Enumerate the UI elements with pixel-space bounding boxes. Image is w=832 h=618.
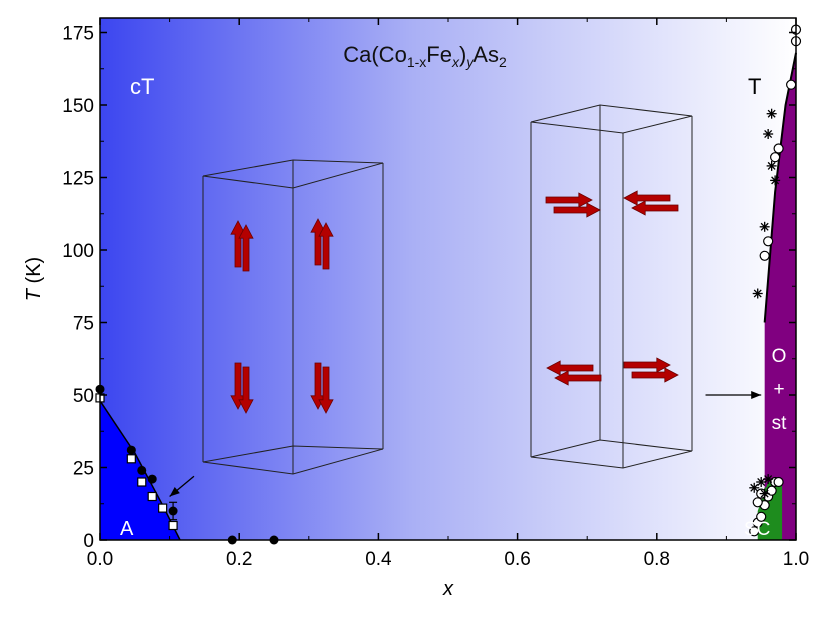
chart-title: Ca(Co1-xFex)yAs2 [343, 42, 507, 70]
x-tick-label: 0.4 [365, 549, 392, 570]
data-point-open-square [137, 477, 147, 487]
data-point-open-square [168, 520, 178, 531]
y-axis-label: T (K) [23, 257, 45, 301]
y-tick-label: 150 [62, 96, 94, 117]
data-point-asterisk [766, 160, 777, 171]
data-point-asterisk [759, 488, 770, 499]
data-point-open-circle [749, 526, 760, 537]
spin-arrow-down [310, 362, 334, 414]
data-point-asterisk [759, 221, 770, 232]
y-tick-label: 125 [62, 169, 94, 190]
annotation-arrows [169, 391, 762, 497]
axes: 0.0 0.2 0.4 0.6 0.8 1.0 0 25 50 75 100 125 150 175 [62, 18, 809, 570]
spin-arrow-left [546, 360, 602, 386]
x-axis-label: x [442, 578, 454, 600]
y-tick-label: 0 [83, 531, 94, 552]
spin-arrow-left [623, 190, 679, 216]
x-tick-label: 0.2 [226, 549, 252, 570]
data-point-asterisk [763, 129, 774, 139]
data-point-asterisk [749, 482, 760, 493]
data-point-asterisk [770, 175, 781, 186]
y-tick-label: 25 [73, 459, 94, 480]
unit-cell-left [202, 159, 384, 475]
data-point-open-square [147, 491, 157, 502]
unit-cells [202, 104, 693, 475]
data-point-open-circle [786, 79, 797, 90]
spin-arrow-right [623, 357, 679, 383]
data-point-open-circle [752, 497, 763, 508]
data-point-asterisk [763, 474, 774, 485]
data-point-asterisk [752, 288, 763, 299]
x-tick-label: 1.0 [783, 549, 809, 570]
region-label-ost-3: st [772, 413, 788, 434]
y-tick-label: 75 [73, 314, 94, 335]
spin-arrow-right [545, 192, 601, 218]
data-point-open-circle [773, 476, 784, 488]
data-point-filled-circle [147, 474, 157, 484]
region-label-t: T [748, 74, 761, 99]
region-o-st [764, 52, 796, 541]
region-label-a: A [120, 518, 134, 540]
x-tick-label: 0.8 [644, 549, 670, 570]
data-point-open-circle [759, 250, 770, 261]
region-label-sc: SC [744, 519, 770, 540]
data-point-open-circle [770, 152, 781, 163]
region-label-ost-2: + [773, 379, 784, 400]
data-point-asterisk [766, 108, 777, 119]
data-point-open-square [126, 454, 136, 464]
y-tick-label: 100 [62, 241, 94, 262]
x-tick-label: 0.6 [504, 549, 530, 570]
data-markers [95, 24, 802, 545]
region-label-ct: cT [130, 74, 154, 99]
annotation-arrow [169, 475, 195, 497]
spin-arrows [230, 190, 679, 414]
spin-arrow-down [230, 362, 254, 414]
data-point-open-circle [763, 236, 774, 247]
spin-arrow-up [230, 220, 254, 272]
y-tick-label: 50 [73, 386, 94, 407]
region-label-ost-1: O [772, 346, 787, 367]
data-point-filled-circle [137, 465, 147, 475]
data-point-open-circle [773, 143, 784, 154]
plot-background [100, 18, 796, 540]
data-point-filled-circle [126, 445, 136, 455]
unit-cell-right [530, 104, 693, 469]
annotation-arrow [705, 391, 762, 399]
x-tick-label: 0.0 [87, 549, 113, 570]
data-point-open-square [158, 503, 168, 513]
y-tick-label: 175 [62, 24, 94, 45]
data-point-open-circle [756, 511, 767, 522]
error-bar [169, 501, 178, 521]
spin-arrow-up [310, 218, 334, 270]
